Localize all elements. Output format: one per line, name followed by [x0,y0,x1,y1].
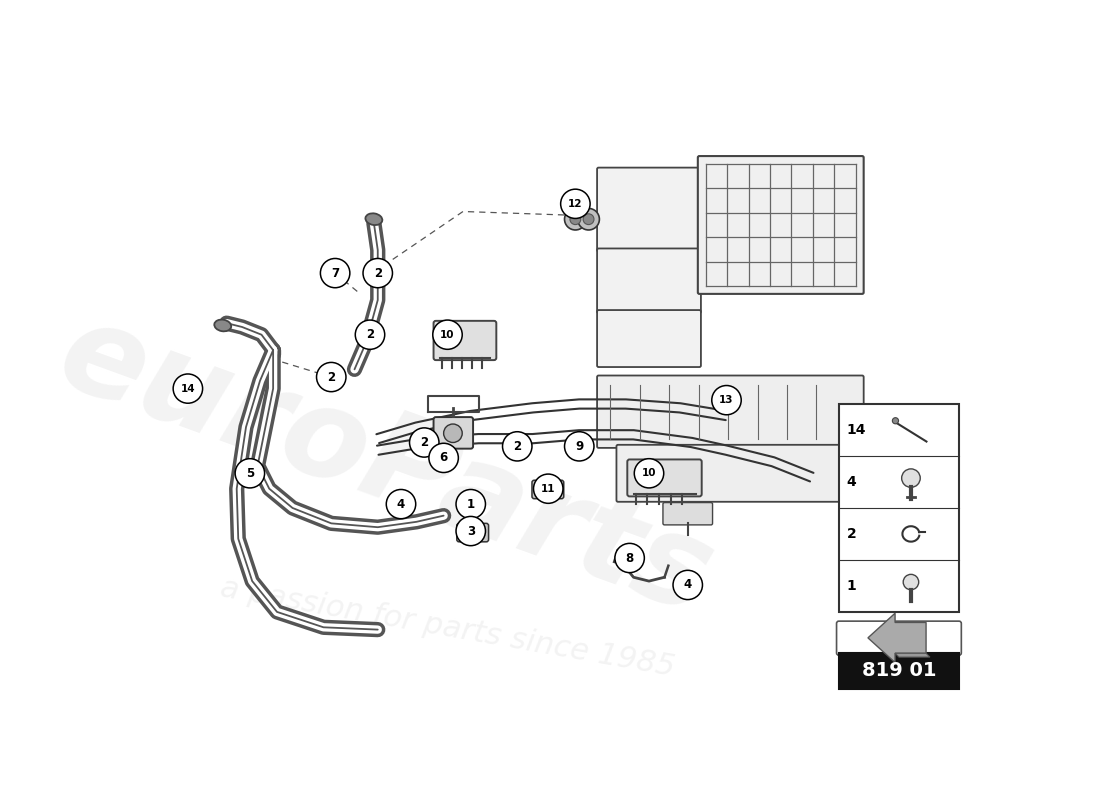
Circle shape [903,574,918,590]
Text: 4: 4 [683,578,692,591]
Circle shape [564,209,586,230]
Ellipse shape [214,319,231,331]
FancyBboxPatch shape [456,523,488,542]
Text: 11: 11 [541,484,556,494]
FancyBboxPatch shape [433,417,473,449]
Text: 2: 2 [327,370,336,383]
Circle shape [561,189,590,218]
Circle shape [443,424,462,442]
Text: 1: 1 [847,579,857,593]
Text: 1: 1 [466,498,475,510]
Polygon shape [868,614,926,662]
Text: 8: 8 [626,551,634,565]
Text: 819 01: 819 01 [861,661,936,680]
Text: 9: 9 [575,440,583,453]
FancyBboxPatch shape [616,445,853,502]
Text: 2: 2 [374,266,382,280]
Circle shape [712,386,741,414]
FancyBboxPatch shape [532,480,563,498]
Text: 12: 12 [568,198,583,209]
Text: 13: 13 [719,395,734,405]
Circle shape [320,258,350,288]
Text: euroParts: euroParts [43,292,728,639]
FancyBboxPatch shape [839,404,959,612]
Circle shape [503,432,532,461]
Polygon shape [895,654,930,657]
FancyBboxPatch shape [597,310,701,367]
Circle shape [673,570,703,599]
Circle shape [355,320,385,350]
Circle shape [432,320,462,350]
Circle shape [892,418,899,424]
Text: 7: 7 [331,266,339,280]
FancyBboxPatch shape [839,653,959,689]
Text: 14: 14 [847,423,866,437]
Text: 2: 2 [847,527,857,541]
Circle shape [456,517,485,546]
Text: 3: 3 [466,525,475,538]
Circle shape [363,258,393,288]
Circle shape [317,362,346,392]
FancyBboxPatch shape [597,168,701,251]
FancyBboxPatch shape [597,375,864,448]
Circle shape [902,469,921,487]
FancyBboxPatch shape [433,321,496,360]
Circle shape [564,432,594,461]
Circle shape [409,428,439,457]
Text: 10: 10 [641,468,657,478]
Text: 5: 5 [245,467,254,480]
Circle shape [173,374,202,403]
Text: 2: 2 [514,440,521,453]
Ellipse shape [365,214,383,225]
Circle shape [456,490,485,518]
Circle shape [429,443,459,473]
Text: 4: 4 [397,498,405,510]
Circle shape [578,209,600,230]
FancyBboxPatch shape [627,459,702,496]
FancyBboxPatch shape [697,156,864,294]
Circle shape [615,543,645,573]
Text: 2: 2 [420,436,428,449]
FancyBboxPatch shape [597,249,701,313]
Text: a passion for parts since 1985: a passion for parts since 1985 [218,573,676,682]
FancyBboxPatch shape [837,621,961,655]
Text: 2: 2 [366,328,374,341]
Text: 4: 4 [847,475,857,489]
Text: 10: 10 [440,330,454,340]
Circle shape [583,214,594,225]
Text: 14: 14 [180,384,195,394]
Circle shape [570,214,581,225]
Circle shape [386,490,416,518]
Text: 6: 6 [440,451,448,464]
FancyBboxPatch shape [663,502,713,525]
Circle shape [635,458,663,488]
Circle shape [235,458,265,488]
Circle shape [534,474,563,503]
